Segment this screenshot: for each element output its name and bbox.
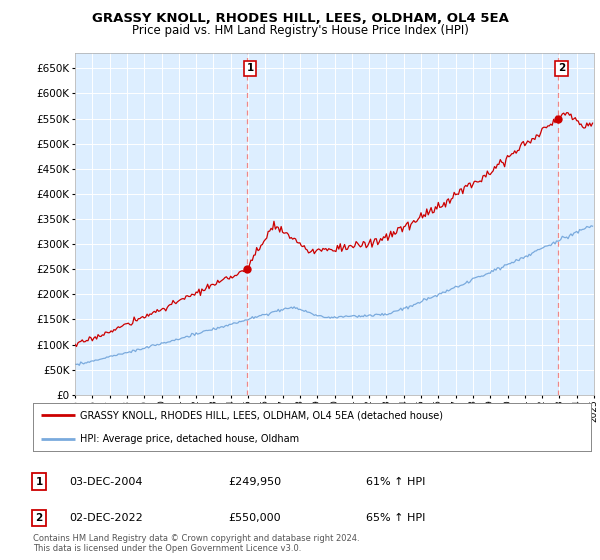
Text: GRASSY KNOLL, RHODES HILL, LEES, OLDHAM, OL4 5EA: GRASSY KNOLL, RHODES HILL, LEES, OLDHAM,… (92, 12, 508, 25)
Text: £249,950: £249,950 (228, 477, 281, 487)
Text: Contains HM Land Registry data © Crown copyright and database right 2024.
This d: Contains HM Land Registry data © Crown c… (33, 534, 359, 553)
Text: HPI: Average price, detached house, Oldham: HPI: Average price, detached house, Oldh… (80, 434, 299, 444)
Text: 2: 2 (558, 63, 565, 73)
Text: 1: 1 (35, 477, 43, 487)
Text: 61% ↑ HPI: 61% ↑ HPI (366, 477, 425, 487)
Text: GRASSY KNOLL, RHODES HILL, LEES, OLDHAM, OL4 5EA (detached house): GRASSY KNOLL, RHODES HILL, LEES, OLDHAM,… (80, 410, 443, 420)
Text: Price paid vs. HM Land Registry's House Price Index (HPI): Price paid vs. HM Land Registry's House … (131, 24, 469, 36)
Text: 03-DEC-2004: 03-DEC-2004 (69, 477, 143, 487)
Text: 1: 1 (247, 63, 254, 73)
Text: 02-DEC-2022: 02-DEC-2022 (69, 513, 143, 523)
Text: £550,000: £550,000 (228, 513, 281, 523)
Text: 2: 2 (35, 513, 43, 523)
Text: 65% ↑ HPI: 65% ↑ HPI (366, 513, 425, 523)
